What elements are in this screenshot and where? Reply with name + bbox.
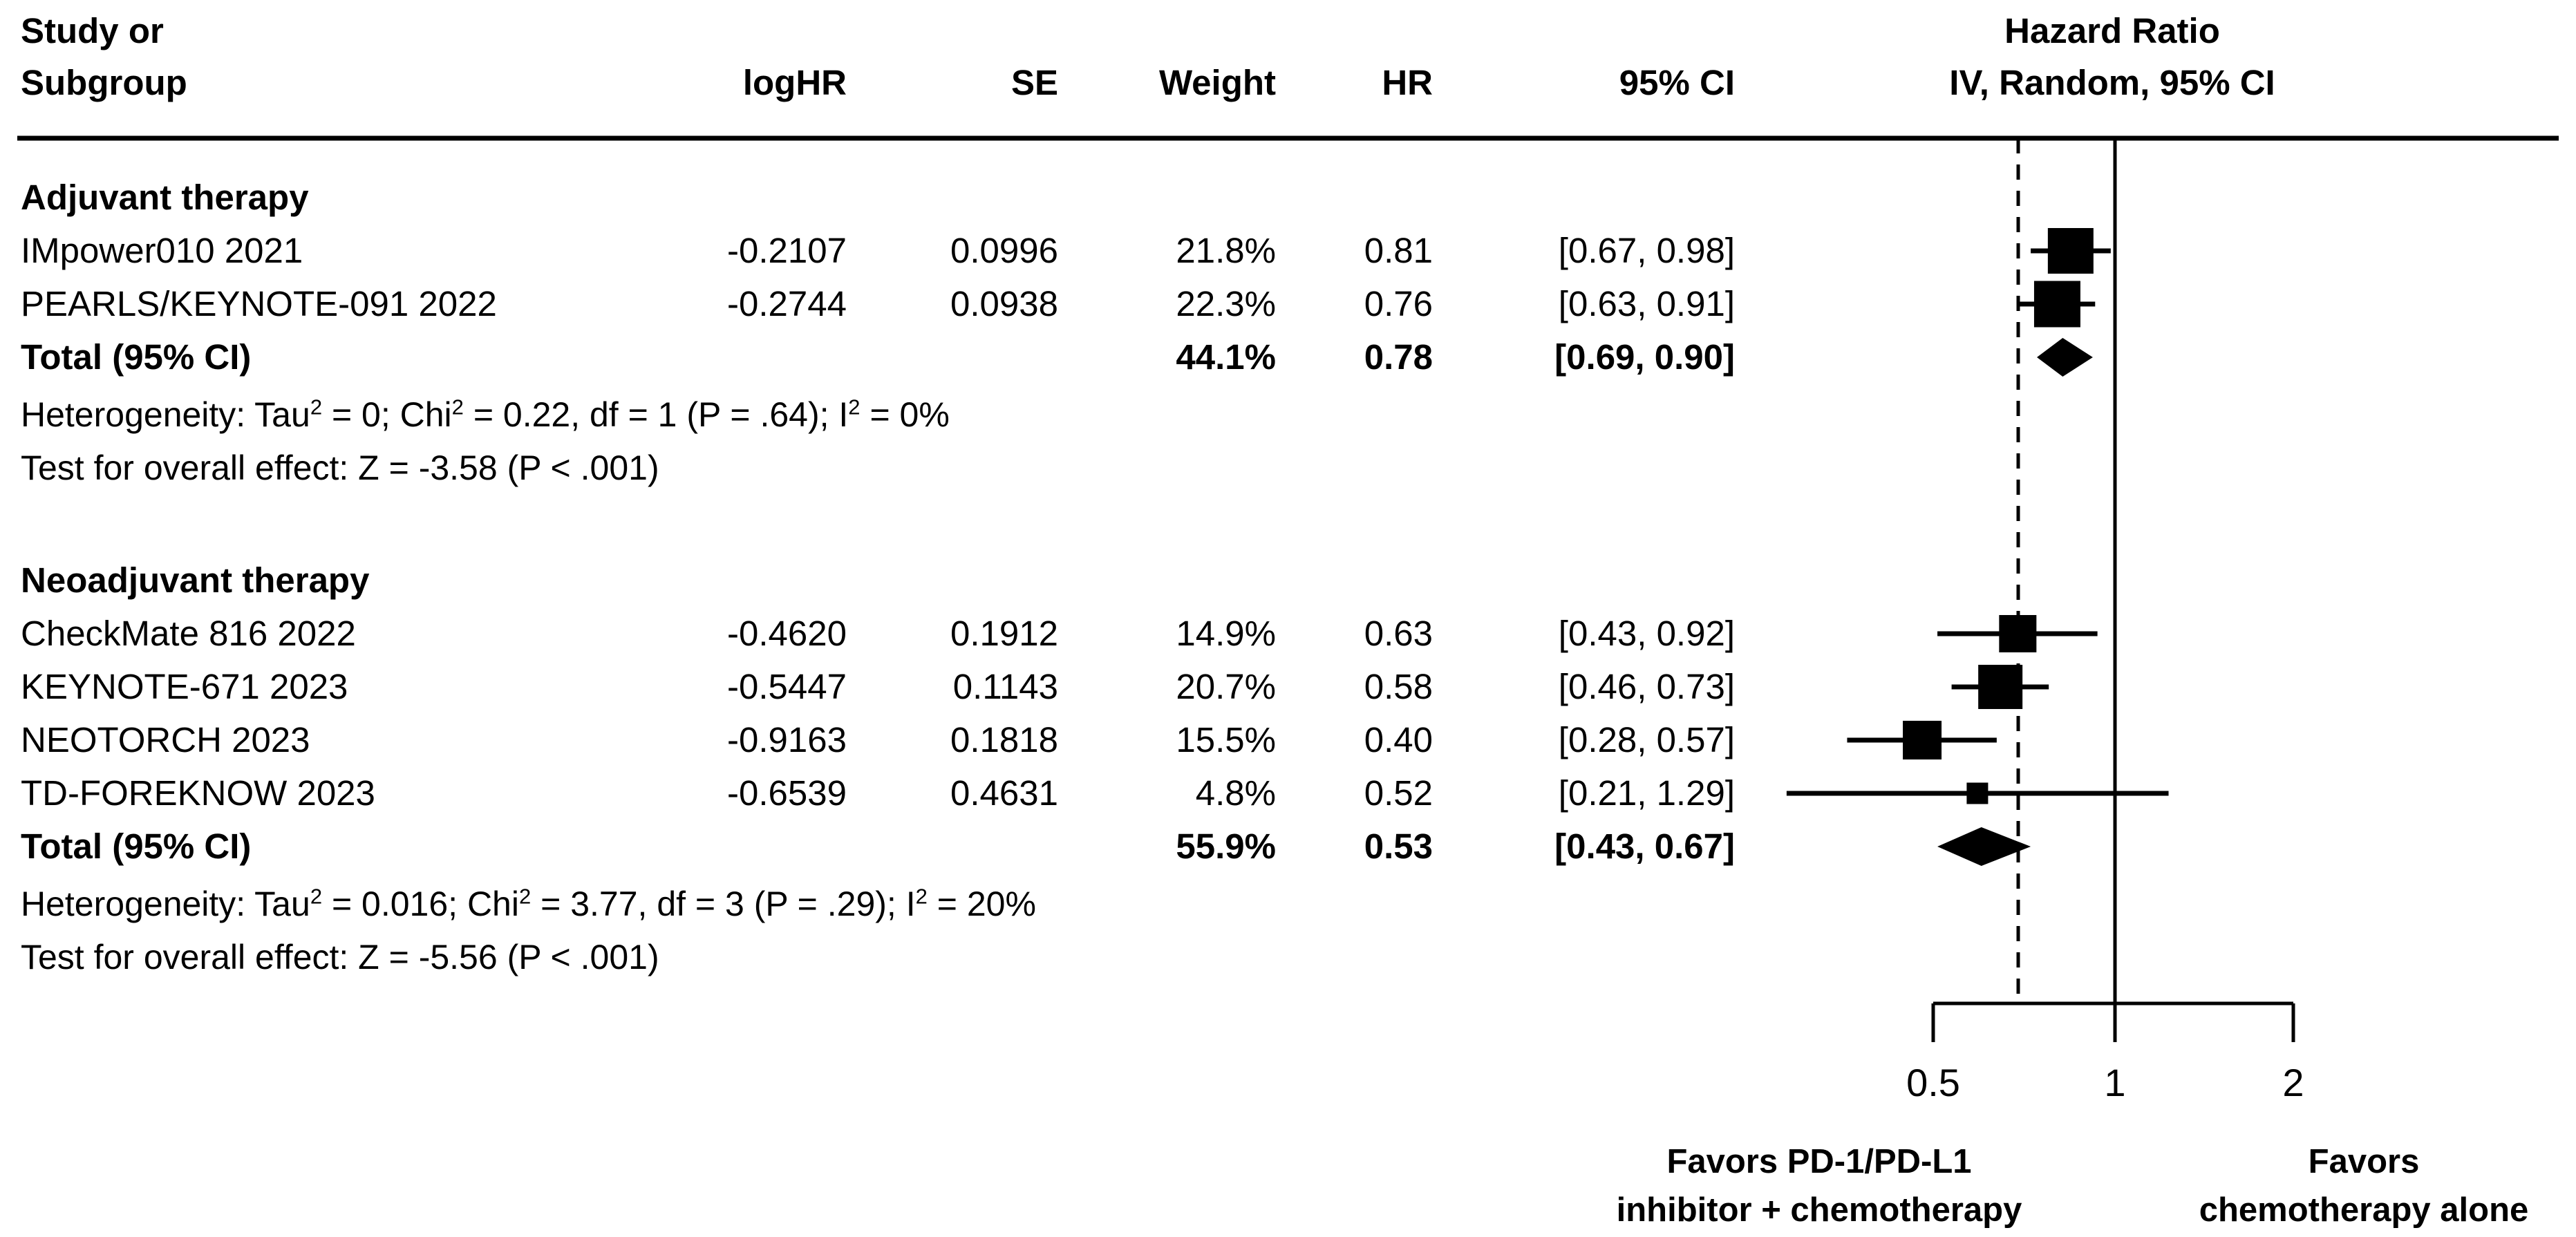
se-cell: 0.0996	[950, 231, 1058, 270]
ci-cell: [0.46, 0.73]	[1558, 667, 1735, 706]
header-col-hr: HR	[1382, 63, 1433, 102]
axis-bracket	[1931, 1001, 2295, 1042]
axis-tick-label-1: 1	[2104, 1061, 2126, 1104]
header-study-col-line1: Study or	[21, 11, 164, 50]
se-cell: 0.0938	[950, 284, 1058, 323]
effect-square	[1903, 721, 1942, 759]
ci-cell: [0.21, 1.29]	[1558, 773, 1735, 813]
weight-cell: 21.8%	[1176, 231, 1276, 270]
subtotal-weight-cell: 55.9%	[1176, 827, 1276, 866]
effect-square	[2047, 228, 2094, 274]
header-col-weight: Weight	[1158, 63, 1276, 102]
study-name-cell: PEARLS/KEYNOTE-091 2022	[21, 284, 497, 323]
study-name-cell: IMpower010 2021	[21, 231, 303, 270]
subtotal-row-label: Total (95% CI)	[21, 337, 252, 377]
subtotal-hr-cell: 0.78	[1364, 337, 1433, 377]
effect-square	[2033, 281, 2080, 328]
weight-cell: 14.9%	[1176, 614, 1276, 653]
loghr-cell: -0.6539	[727, 773, 847, 813]
hr-cell: 0.58	[1364, 667, 1433, 706]
weight-cell: 4.8%	[1195, 773, 1276, 813]
se-cell: 0.1143	[952, 667, 1058, 706]
subtotal-weight-cell: 44.1%	[1176, 337, 1276, 377]
loghr-cell: -0.5447	[727, 667, 847, 706]
se-cell: 0.1818	[950, 720, 1058, 759]
ci-cell: [0.43, 0.92]	[1558, 614, 1735, 653]
header-study-col-line2: Subgroup	[21, 63, 187, 102]
favors-left-label-line2: inhibitor + chemotherapy	[1616, 1191, 2022, 1229]
axis-tick-label-2: 2	[2282, 1061, 2304, 1104]
hr-cell: 0.40	[1364, 720, 1433, 759]
effect-square	[1978, 665, 2023, 709]
header-plot-col-line1: Hazard Ratio	[2004, 11, 2220, 50]
study-name-cell: KEYNOTE-671 2023	[21, 667, 348, 706]
ci-cell: [0.63, 0.91]	[1558, 284, 1735, 323]
study-name-cell: NEOTORCH 2023	[21, 720, 310, 759]
header-col-ci: 95% CI	[1619, 63, 1735, 102]
overall-effect-note: Test for overall effect: Z = -3.58 (P < …	[21, 448, 659, 487]
ci-cell: [0.28, 0.57]	[1558, 720, 1735, 759]
header-plot-col-line2: IV, Random, 95% CI	[1949, 63, 2275, 102]
header-col-loghr: logHR	[742, 63, 847, 102]
weight-cell: 20.7%	[1176, 667, 1276, 706]
effect-square	[1966, 782, 1989, 804]
subtotal-hr-cell: 0.53	[1364, 827, 1433, 866]
subtotal-diamond	[1937, 827, 2031, 866]
loghr-cell: -0.2107	[727, 231, 847, 270]
effect-square	[1999, 615, 2037, 652]
loghr-cell: -0.4620	[727, 614, 847, 653]
ci-cell: [0.67, 0.98]	[1558, 231, 1735, 270]
subtotal-ci-cell: [0.69, 0.90]	[1554, 337, 1735, 377]
loghr-cell: -0.2744	[727, 284, 847, 323]
favors-right-label-line1: Favors	[2308, 1143, 2420, 1180]
weight-cell: 15.5%	[1176, 720, 1276, 759]
group-header-row: Neoadjuvant therapy	[21, 560, 370, 600]
loghr-cell: -0.9163	[727, 720, 847, 759]
axis-tick-label-0.5: 0.5	[1906, 1061, 1960, 1104]
subtotal-ci-cell: [0.43, 0.67]	[1554, 827, 1735, 866]
overall-effect-note: Test for overall effect: Z = -5.56 (P < …	[21, 938, 659, 976]
se-cell: 0.1912	[950, 614, 1058, 653]
hr-cell: 0.81	[1364, 231, 1433, 270]
heterogeneity-note: Heterogeneity: Tau2 = 0; Chi2 = 0.22, df…	[21, 395, 950, 434]
hr-cell: 0.76	[1364, 284, 1433, 323]
se-cell: 0.4631	[950, 773, 1058, 813]
hr-cell: 0.52	[1364, 773, 1433, 813]
favors-right-label-line2: chemotherapy alone	[2199, 1191, 2529, 1229]
subtotal-diamond	[2037, 338, 2093, 377]
group-header-row: Adjuvant therapy	[21, 178, 309, 217]
study-name-cell: CheckMate 816 2022	[21, 614, 356, 653]
favors-left-label-line1: Favors PD-1/PD-L1	[1666, 1143, 1972, 1180]
weight-cell: 22.3%	[1176, 284, 1276, 323]
heterogeneity-note: Heterogeneity: Tau2 = 0.016; Chi2 = 3.77…	[21, 884, 1036, 923]
study-name-cell: TD-FOREKNOW 2023	[21, 773, 375, 813]
hr-cell: 0.63	[1364, 614, 1433, 653]
header-col-se: SE	[1010, 63, 1058, 102]
subtotal-row-label: Total (95% CI)	[21, 827, 252, 866]
